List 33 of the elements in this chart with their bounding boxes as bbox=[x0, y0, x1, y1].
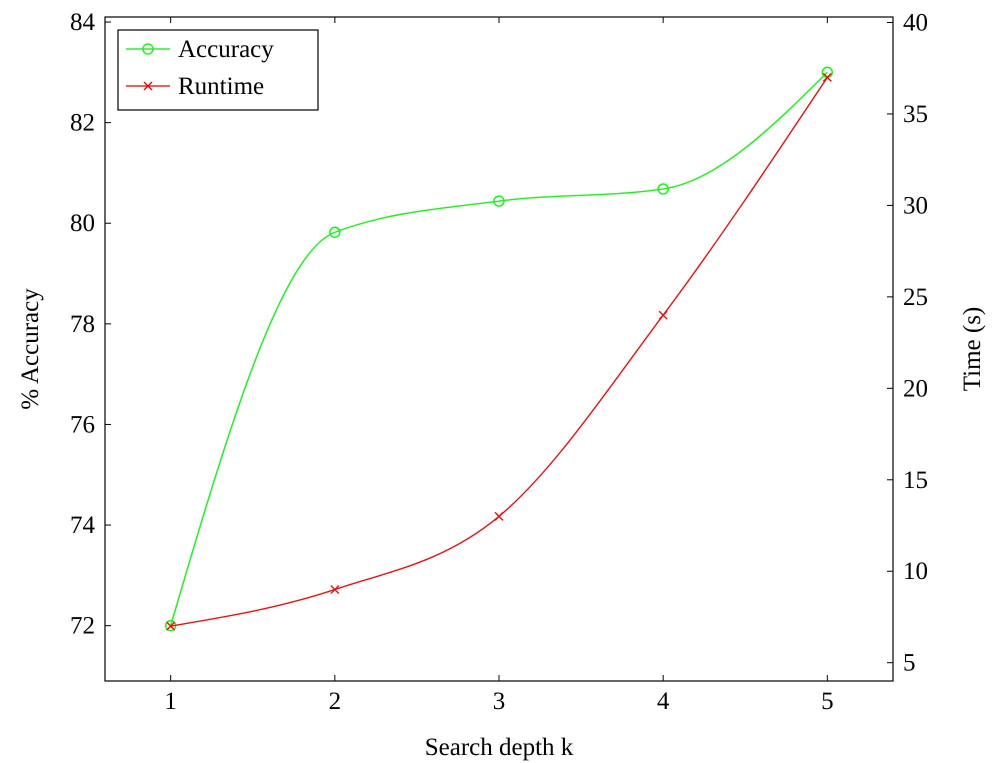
point bbox=[658, 183, 669, 195]
y-axis-title: % Accuracy bbox=[17, 288, 44, 410]
point bbox=[330, 584, 340, 594]
y2-tick-label: 10 bbox=[903, 558, 928, 586]
y-tick-label: 80 bbox=[70, 210, 95, 238]
x-axis-title: Search depth k bbox=[424, 734, 574, 761]
point bbox=[822, 66, 833, 78]
y2-tick-label: 15 bbox=[903, 466, 928, 494]
x-tick-label: 2 bbox=[328, 688, 342, 715]
x-tick-label: 5 bbox=[821, 688, 834, 715]
x-tick-label: 3 bbox=[492, 688, 506, 715]
y-tick-label: 84 bbox=[70, 9, 96, 36]
y2-tick-label: 35 bbox=[903, 100, 928, 128]
y-tick-label: 74 bbox=[70, 512, 96, 540]
y2-tick-label: 40 bbox=[903, 9, 928, 36]
x-tick-label: 1 bbox=[164, 688, 177, 715]
y2-tick-label: 25 bbox=[903, 284, 928, 311]
y-tick-label: 76 bbox=[70, 411, 95, 438]
y2-tick-label: 5 bbox=[903, 650, 916, 677]
legend-label: Runtime bbox=[178, 73, 264, 100]
y-tick-label: 82 bbox=[70, 110, 95, 137]
x-tick-label: 4 bbox=[656, 688, 670, 715]
point bbox=[822, 72, 832, 82]
y2-tick-label: 30 bbox=[903, 192, 928, 220]
point bbox=[494, 512, 504, 522]
point bbox=[329, 226, 340, 238]
legend-label: Accuracy bbox=[178, 36, 274, 63]
y2-tick-label: 20 bbox=[903, 375, 928, 402]
y-tick-label: 78 bbox=[70, 310, 95, 338]
point bbox=[493, 195, 505, 207]
y2-axis-title: Time (s) bbox=[959, 306, 986, 392]
y-tick-label: 72 bbox=[70, 612, 95, 640]
point bbox=[658, 310, 668, 320]
